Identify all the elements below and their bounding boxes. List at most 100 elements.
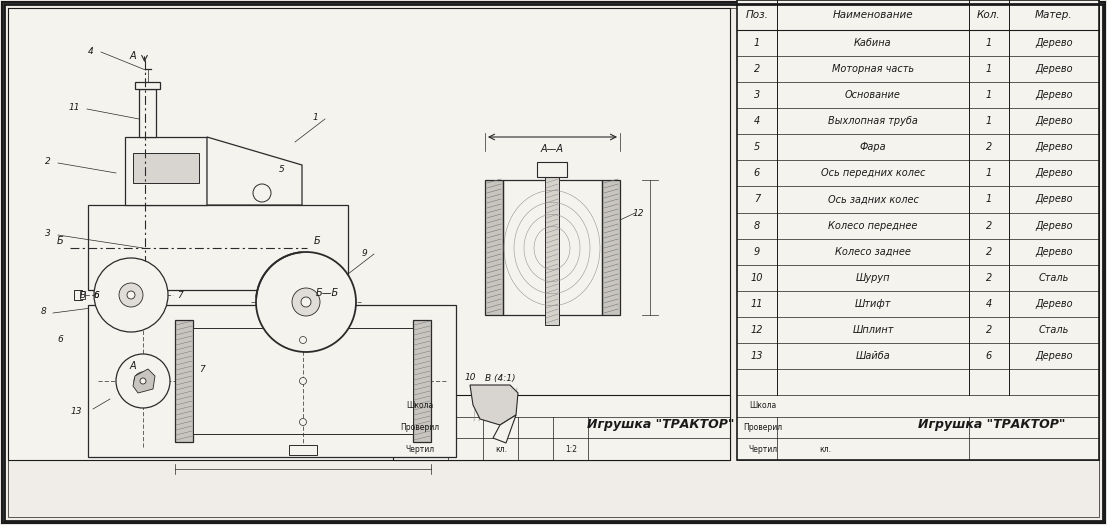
Text: Проверил: Проверил: [401, 423, 439, 432]
Text: 2: 2: [754, 64, 761, 74]
Circle shape: [256, 252, 356, 352]
Text: кл.: кл.: [819, 445, 831, 454]
Text: 1: 1: [754, 38, 761, 48]
Text: 4: 4: [754, 116, 761, 126]
Text: Сталь: Сталь: [1038, 325, 1069, 335]
Text: Шуруп: Шуруп: [856, 272, 890, 282]
Bar: [485, 180, 503, 315]
Text: Фара: Фара: [860, 142, 887, 152]
Circle shape: [301, 297, 311, 307]
Text: 2: 2: [986, 247, 992, 257]
Circle shape: [139, 378, 146, 384]
Text: Игрушка "ТРАКТОР": Игрушка "ТРАКТОР": [588, 418, 735, 430]
Text: 3: 3: [754, 90, 761, 100]
Text: Дерево: Дерево: [1035, 351, 1073, 361]
Bar: [87, 205, 348, 290]
Text: Дерево: Дерево: [1035, 247, 1073, 257]
Circle shape: [292, 288, 320, 316]
Text: Чертил: Чертил: [405, 445, 435, 454]
Text: 1: 1: [986, 169, 992, 178]
Text: 8: 8: [40, 308, 46, 317]
Text: Ось задних колес: Ось задних колес: [828, 194, 919, 204]
Text: 3: 3: [45, 229, 51, 238]
Text: Чертил: Чертил: [748, 445, 777, 454]
Bar: [545, 170, 559, 325]
Text: 1: 1: [312, 113, 318, 122]
Text: Игрушка "ТРАКТОР": Игрушка "ТРАКТОР": [919, 418, 1066, 430]
Bar: [87, 305, 456, 457]
Text: А: А: [130, 361, 136, 371]
Text: Б—Б: Б—Б: [315, 288, 339, 298]
Text: Наименование: Наименование: [832, 10, 913, 20]
Text: 6: 6: [986, 351, 992, 361]
Text: 2: 2: [45, 158, 51, 166]
Text: 2: 2: [986, 220, 992, 230]
Text: Дерево: Дерево: [1035, 90, 1073, 100]
Bar: [135, 82, 161, 89]
Polygon shape: [133, 369, 155, 393]
Text: 7: 7: [754, 194, 761, 204]
Text: Дерево: Дерево: [1035, 194, 1073, 204]
Bar: [125, 137, 207, 205]
Text: 1:2: 1:2: [565, 445, 577, 454]
Text: 2: 2: [986, 142, 992, 152]
Bar: [80, 291, 85, 299]
Circle shape: [300, 418, 307, 425]
Circle shape: [118, 283, 143, 307]
Text: Матер.: Матер.: [1035, 10, 1073, 20]
Circle shape: [127, 291, 135, 299]
Text: 5: 5: [279, 165, 284, 174]
Bar: [537, 162, 567, 177]
Text: 1: 1: [986, 64, 992, 74]
Text: Основание: Основание: [845, 90, 901, 100]
Text: 6: 6: [93, 290, 99, 299]
Text: 10: 10: [464, 373, 476, 383]
Circle shape: [134, 372, 152, 390]
Bar: [503, 180, 602, 315]
Text: А: А: [130, 51, 136, 61]
Bar: [133, 153, 199, 183]
Text: Дерево: Дерево: [1035, 169, 1073, 178]
Text: 1: 1: [986, 38, 992, 48]
Text: 8: 8: [754, 220, 761, 230]
Text: Б: Б: [56, 236, 63, 247]
Bar: [8, 8, 730, 460]
Bar: [413, 320, 431, 442]
Text: Ось передних колес: Ось передних колес: [820, 169, 925, 178]
Text: Дерево: Дерево: [1035, 64, 1073, 74]
Polygon shape: [470, 385, 518, 425]
Text: А—А: А—А: [541, 144, 563, 154]
Text: 7: 7: [177, 290, 183, 299]
Text: 12: 12: [632, 208, 644, 217]
Text: Школа: Школа: [406, 401, 434, 411]
Text: Кол.: Кол.: [977, 10, 1001, 20]
Circle shape: [300, 377, 307, 384]
Text: Выхлопная труба: Выхлопная труба: [828, 116, 918, 126]
Bar: [139, 89, 156, 137]
Text: Шплинт: Шплинт: [852, 325, 893, 335]
Text: 10: 10: [751, 272, 763, 282]
Bar: [393, 395, 730, 460]
Text: 1: 1: [986, 90, 992, 100]
Circle shape: [300, 337, 307, 343]
Text: Моторная часть: Моторная часть: [832, 64, 914, 74]
Circle shape: [94, 258, 168, 332]
Text: Колесо заднее: Колесо заднее: [835, 247, 911, 257]
Text: Штифт: Штифт: [855, 299, 891, 309]
Bar: [289, 307, 317, 317]
Text: Колесо переднее: Колесо переднее: [828, 220, 918, 230]
Polygon shape: [493, 415, 516, 443]
Text: 1: 1: [986, 194, 992, 204]
Text: Дерево: Дерево: [1035, 116, 1073, 127]
Bar: [289, 445, 317, 455]
Text: 13: 13: [70, 407, 82, 416]
Bar: [602, 180, 620, 315]
Polygon shape: [207, 137, 302, 205]
Text: 9: 9: [754, 247, 761, 257]
Text: 4: 4: [89, 47, 94, 56]
Text: 12: 12: [751, 325, 763, 335]
Text: 2: 2: [986, 272, 992, 282]
Text: Поз.: Поз.: [745, 10, 768, 20]
Text: 1: 1: [986, 116, 992, 126]
Text: В (4:1): В (4:1): [485, 373, 515, 383]
